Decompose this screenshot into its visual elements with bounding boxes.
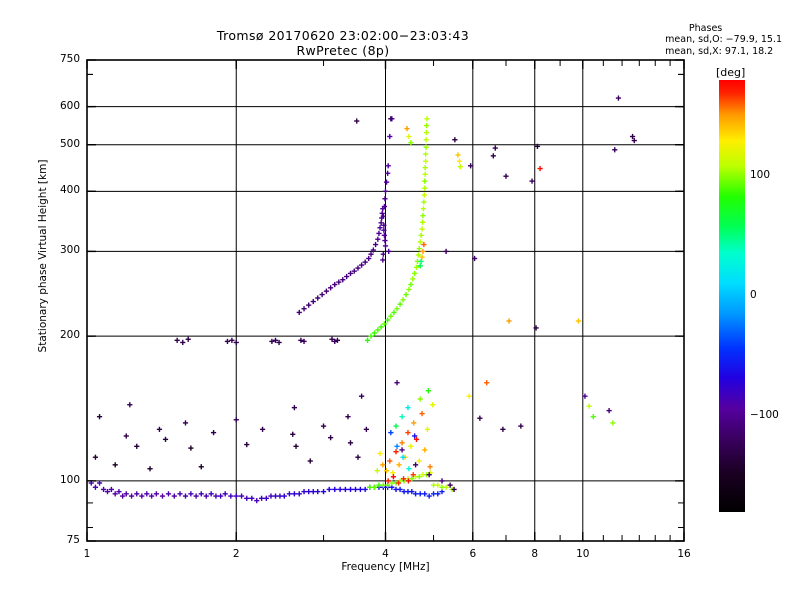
y-tick-label: 75 [66, 534, 80, 546]
axis-frame [86, 59, 685, 542]
y-tick-label: 300 [59, 244, 80, 257]
x-tick-label: 6 [469, 548, 477, 560]
x-tick-label: 2 [232, 548, 240, 560]
x-tick-label: 8 [531, 548, 539, 560]
y-tick-label: 200 [59, 329, 80, 342]
x-tick-label: 16 [677, 548, 691, 560]
y-tick-label: 600 [59, 99, 80, 112]
y-tick-label: 750 [59, 53, 80, 65]
colorbar-tick-label: −100 [750, 409, 779, 421]
series-4 [374, 388, 436, 486]
series-1 [296, 116, 395, 316]
x-tick-label: 4 [382, 548, 389, 560]
series-7 [354, 95, 637, 432]
series-0 [88, 480, 445, 504]
gridlines [87, 60, 684, 541]
y-tick-label: 500 [59, 137, 80, 150]
x-tick-label: 1 [83, 548, 91, 560]
y-tick-label: 400 [59, 184, 80, 197]
colorbar-tick-label: 100 [750, 169, 771, 181]
figure-subtitle: RwPretec (8p) [296, 43, 390, 58]
y-tick-label: 100 [59, 473, 80, 486]
phase-stats-x-mode: mean, sd,X: 97.1, 18.2 [665, 45, 774, 57]
phase-stats-header: Phases [688, 23, 723, 34]
data-points [88, 95, 637, 504]
series-5 [174, 336, 341, 346]
colorbar-unit-label: [deg] [716, 66, 746, 79]
series-2 [364, 116, 430, 343]
colorbar-tick-label: 0 [750, 289, 757, 301]
phase-stats-block: Phases mean, sd,O: −79.9, 15.1 mean, sd,… [665, 23, 782, 57]
figure-title: Tromsø 20170620 23:02:00−23:03:43 [216, 28, 470, 43]
phase-stats-o-mode: mean, sd,O: −79.9, 15.1 [665, 34, 782, 46]
series-6 [92, 380, 457, 493]
colorbar [719, 80, 745, 512]
x-tick-label: 10 [576, 548, 590, 560]
x-axis-label: Frequency [MHz] [341, 561, 430, 573]
